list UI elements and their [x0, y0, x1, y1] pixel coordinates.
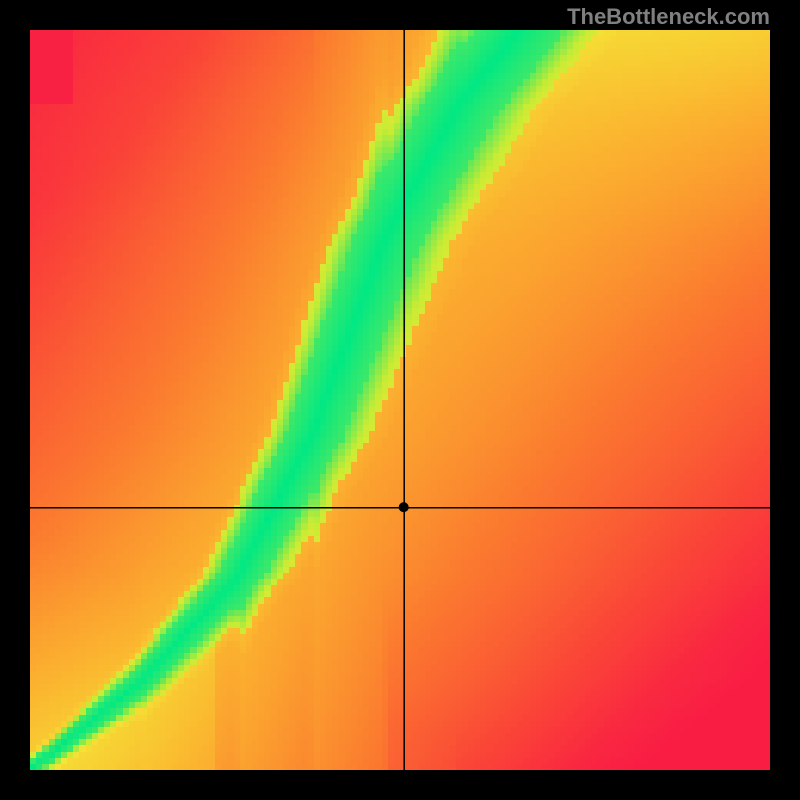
chart-container: TheBottleneck.com: [0, 0, 800, 800]
crosshair-overlay: [0, 0, 800, 800]
watermark-label: TheBottleneck.com: [567, 4, 770, 30]
